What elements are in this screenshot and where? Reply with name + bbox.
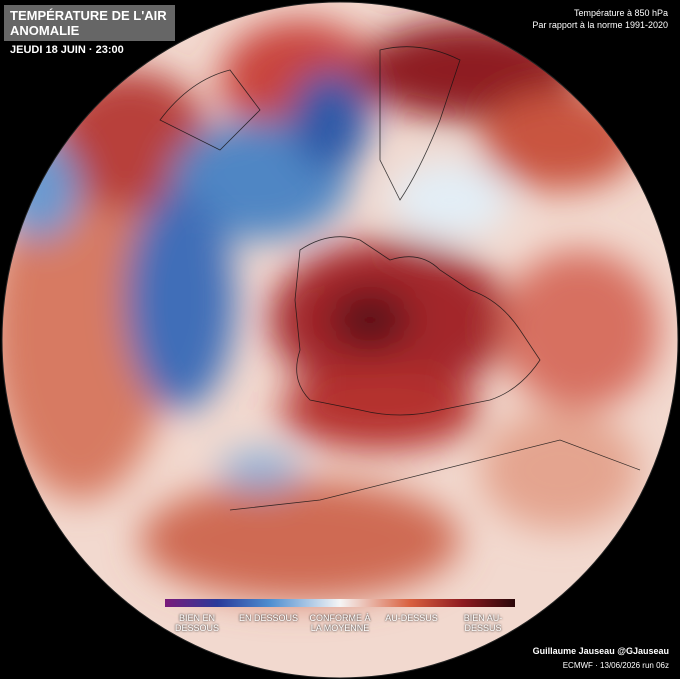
info: Température à 850 hPa Par rapport à la n… <box>532 7 668 31</box>
legend-label: EN DESSOUS <box>238 613 298 623</box>
title-line: ANOMALIE <box>10 23 80 38</box>
legend-label: AU-DESSUS <box>385 613 438 623</box>
title-box: TEMPÉRATURE DE L'AIR ANOMALIE <box>4 5 175 41</box>
info-line: Température à 850 hPa <box>573 8 668 18</box>
legend: BIEN EN DESSOUS EN DESSOUS CONFORME À LA M… <box>160 613 520 637</box>
color-bar <box>165 599 515 607</box>
legend-label: BIEN AU-DESSUS <box>463 613 503 633</box>
date: JEUDI 18 JUIN · 23:00 <box>10 44 124 56</box>
legend-label: BIEN EN DESSOUS <box>174 613 219 633</box>
coastlines <box>159 46 641 511</box>
source: ECMWF · 13/06/2026 run 06z <box>562 661 669 670</box>
legend-label: CONFORME À LA MOYENNE <box>309 613 371 633</box>
title-line: TEMPÉRATURE DE L'AIR <box>10 8 167 23</box>
credit: Guillaume Jauseau @GJauseau <box>532 646 669 656</box>
info-line: Par rapport à la norme 1991-2020 <box>532 20 668 30</box>
